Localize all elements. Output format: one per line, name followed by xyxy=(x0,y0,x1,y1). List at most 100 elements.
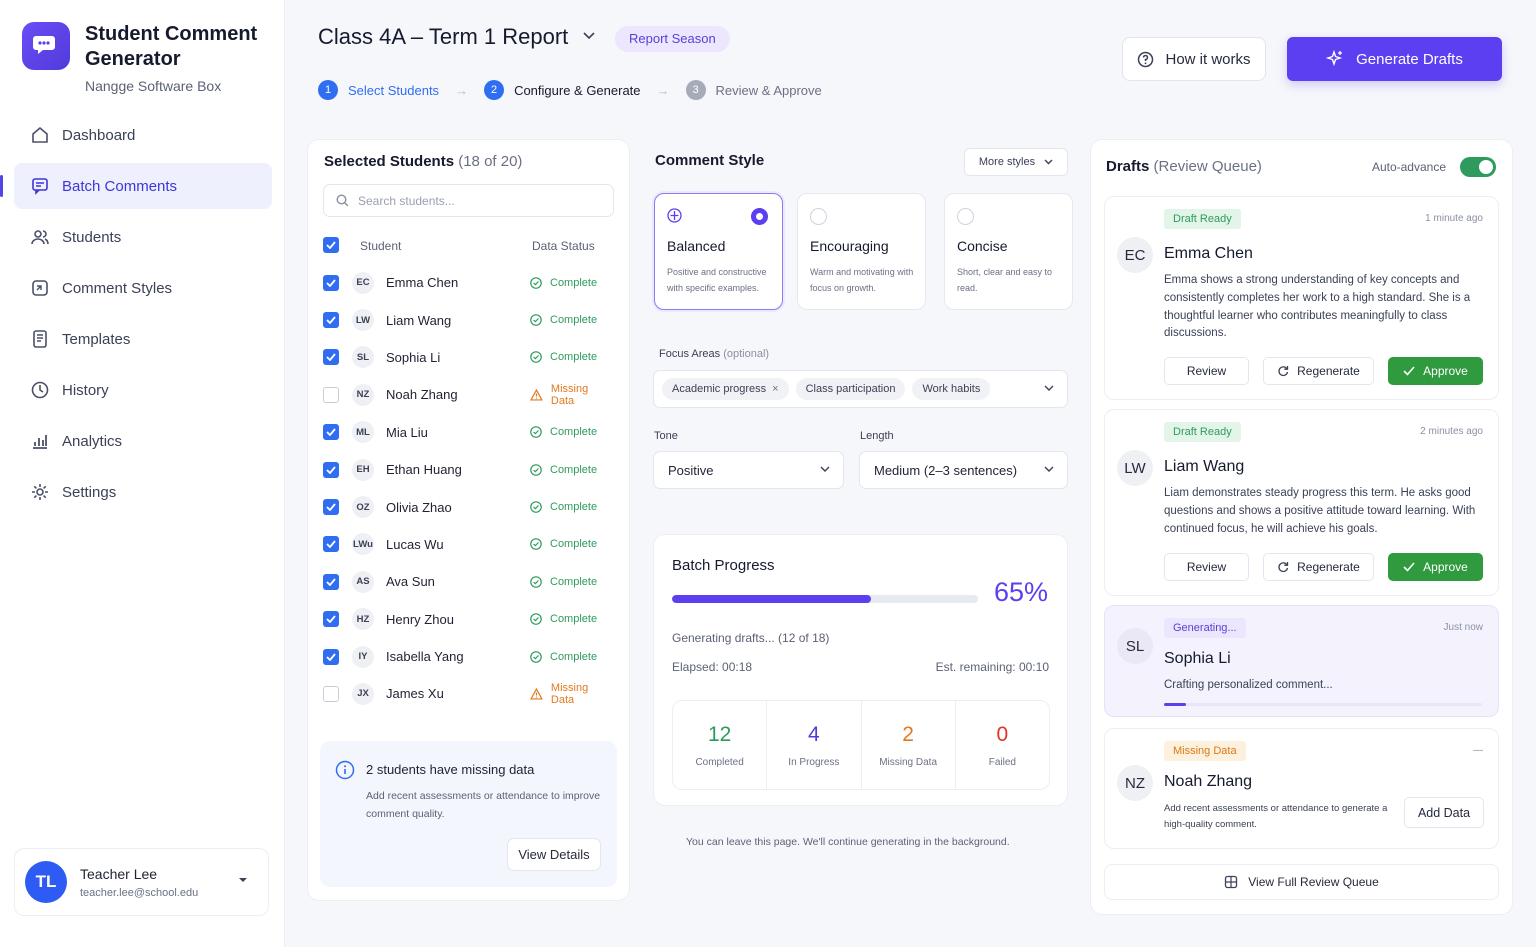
table-row[interactable]: IY Isabella Yang Complete xyxy=(323,638,614,675)
data-status: Missing Data xyxy=(530,682,614,706)
avatar: TL xyxy=(25,861,67,903)
table-row[interactable]: EH Ethan Huang Complete xyxy=(323,451,614,488)
row-checkbox[interactable] xyxy=(323,386,339,403)
table-row[interactable]: ML Mia Liu Complete xyxy=(323,414,614,451)
table-row[interactable]: JX James Xu Missing Data xyxy=(323,675,614,712)
style-card-balanced[interactable]: Balanced Positive and constructive with … xyxy=(654,193,783,310)
table-row[interactable]: EC Emma Chen Complete xyxy=(323,264,614,301)
column-header-student: Student xyxy=(360,239,402,253)
tone-select[interactable]: Positive xyxy=(653,451,844,489)
stat-in-progress: 4 In Progress xyxy=(767,701,862,789)
season-badge: Report Season xyxy=(615,26,730,52)
select-all-checkbox[interactable] xyxy=(323,237,339,253)
review-button[interactable]: Review xyxy=(1164,357,1249,385)
avatar: EC xyxy=(1117,237,1153,273)
row-checkbox[interactable] xyxy=(323,648,339,665)
more-styles-button[interactable]: More styles xyxy=(964,148,1068,176)
row-checkbox[interactable] xyxy=(323,499,339,516)
focus-chip[interactable]: Work habits xyxy=(912,378,991,400)
row-checkbox[interactable] xyxy=(323,573,339,590)
review-button[interactable]: Review xyxy=(1164,553,1249,581)
student-name: Sophia Li xyxy=(386,349,441,365)
search-input[interactable]: Search students... xyxy=(323,184,614,217)
progress-percent: 65% xyxy=(994,577,1049,607)
row-checkbox[interactable] xyxy=(323,461,339,478)
page-title: Class 4A – Term 1 Report xyxy=(318,24,569,49)
chip-label: Work habits xyxy=(922,383,981,395)
auto-advance-toggle[interactable] xyxy=(1460,157,1496,177)
table-row[interactable]: LWu Lucas Wu Complete xyxy=(323,526,614,563)
table-row[interactable]: LW Liam Wang Complete xyxy=(323,301,614,338)
nav-item-templates[interactable]: Templates xyxy=(14,316,272,362)
length-select[interactable]: Medium (2–3 sentences) xyxy=(859,451,1068,489)
regenerate-button[interactable]: Regenerate xyxy=(1263,357,1374,385)
view-full-queue-button[interactable]: View Full Review Queue xyxy=(1104,864,1499,900)
row-checkbox[interactable] xyxy=(323,274,339,291)
nav-item-history[interactable]: History xyxy=(14,367,272,413)
approve-button[interactable]: Approve xyxy=(1388,357,1483,385)
data-status: Complete xyxy=(530,613,597,625)
table-row[interactable]: SL Sophia Li Complete xyxy=(323,339,614,376)
view-details-button[interactable]: View Details xyxy=(507,838,601,871)
student-name: Liam Wang xyxy=(386,312,452,328)
student-avatar: SL xyxy=(352,346,374,369)
nav-item-students[interactable]: Students xyxy=(14,214,272,260)
approve-label: Approve xyxy=(1423,364,1468,378)
table-row[interactable]: HZ Henry Zhou Complete xyxy=(323,601,614,638)
step-review-approve[interactable]: 3 Review & Approve xyxy=(685,80,822,100)
student-avatar: AS xyxy=(352,570,374,593)
nav-item-analytics[interactable]: Analytics xyxy=(14,418,272,464)
status-text: Complete xyxy=(550,276,598,289)
row-checkbox[interactable] xyxy=(323,312,339,329)
close-icon[interactable]: × xyxy=(772,383,779,395)
students-title: Selected Students (18 of 20) xyxy=(324,153,522,170)
caret-down-icon[interactable] xyxy=(238,877,248,883)
row-checkbox[interactable] xyxy=(323,424,339,441)
focus-chip[interactable]: Academic progress × xyxy=(662,378,789,400)
step-configure-generate[interactable]: 2 Configure & Generate xyxy=(484,80,641,100)
step-select-students[interactable]: 1 Select Students xyxy=(318,80,439,100)
focus-chip[interactable]: Class participation xyxy=(795,378,906,400)
nav-item-dashboard[interactable]: Dashboard xyxy=(14,112,272,158)
user-card[interactable]: TL Teacher Lee teacher.lee@school.edu xyxy=(14,848,269,916)
student-name: Isabella Yang xyxy=(386,649,464,665)
stat-value: 12 xyxy=(707,722,732,746)
check-circle-icon xyxy=(530,426,542,439)
radio-unselected[interactable] xyxy=(810,208,827,225)
nav-label: Settings xyxy=(62,483,117,501)
generate-drafts-button[interactable]: Generate Drafts xyxy=(1287,37,1502,81)
check-circle-icon xyxy=(530,650,542,663)
stat-value: 2 xyxy=(902,722,914,746)
row-checkbox[interactable] xyxy=(323,611,339,628)
style-card-encouraging[interactable]: Encouraging Warm and motivating with foc… xyxy=(797,193,926,310)
arrow-right-icon: → xyxy=(656,82,670,98)
refresh-icon xyxy=(1278,562,1289,573)
style-card-concise[interactable]: Concise Short, clear and easy to read. xyxy=(944,193,1073,310)
table-row[interactable]: AS Ava Sun Complete xyxy=(323,563,614,600)
how-it-works-button[interactable]: How it works xyxy=(1122,37,1266,81)
nav-item-comment-styles[interactable]: Comment Styles xyxy=(14,265,272,311)
focus-areas-select[interactable]: Academic progress × Class participation W… xyxy=(653,370,1068,408)
generation-progress xyxy=(1164,703,1482,706)
step-number: 3 xyxy=(685,80,706,100)
app-subtitle: Nangge Software Box xyxy=(85,78,222,94)
row-checkbox[interactable] xyxy=(323,536,339,553)
row-checkbox[interactable] xyxy=(323,349,339,366)
approve-button[interactable]: Approve xyxy=(1388,553,1483,581)
table-row[interactable]: OZ Olivia Zhao Complete xyxy=(323,488,614,525)
home-icon xyxy=(32,126,48,143)
table-row[interactable]: NZ Noah Zhang Missing Data xyxy=(323,376,614,413)
row-checkbox[interactable] xyxy=(323,685,339,702)
draft-card-liam: Draft Ready 2 minutes ago LW Liam Wang L… xyxy=(1104,409,1499,596)
radio-unselected[interactable] xyxy=(957,208,974,225)
more-styles-label: More styles xyxy=(978,156,1036,168)
nav-item-batch-comments[interactable]: Batch Comments xyxy=(0,163,272,209)
length-label: Length xyxy=(860,430,894,442)
nav-item-settings[interactable]: Settings xyxy=(14,469,272,515)
student-name: Emma Chen xyxy=(386,275,459,291)
check-circle-icon xyxy=(530,501,542,513)
regenerate-button[interactable]: Regenerate xyxy=(1263,553,1374,581)
chevron-down-icon[interactable] xyxy=(583,32,595,40)
add-data-button[interactable]: Add Data xyxy=(1404,797,1484,828)
radio-selected[interactable] xyxy=(751,208,768,225)
